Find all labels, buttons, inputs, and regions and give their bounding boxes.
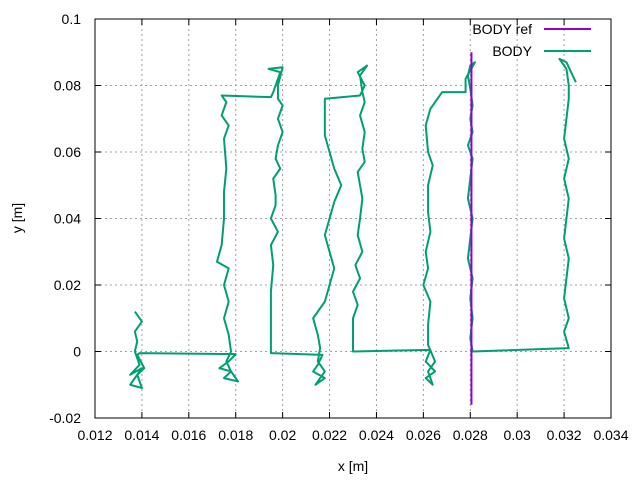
y-tick-label: 0.08 bbox=[54, 78, 81, 94]
y-axis-label: y [m] bbox=[9, 203, 25, 233]
x-tick-label: 0.016 bbox=[171, 427, 206, 443]
y-tick-label: 0.1 bbox=[62, 11, 82, 27]
tick-marks bbox=[94, 18, 612, 419]
y-tick-labels: -0.02 0 0.02 0.04 0.06 0.08 0.1 bbox=[49, 11, 81, 426]
x-tick-label: 0.014 bbox=[124, 427, 159, 443]
x-tick-label: 0.022 bbox=[312, 427, 347, 443]
grid-lines bbox=[95, 19, 611, 418]
x-tick-label: 0.028 bbox=[453, 427, 488, 443]
x-tick-label: 0.034 bbox=[593, 427, 628, 443]
x-tick-label: 0.03 bbox=[504, 427, 531, 443]
x-tick-label: 0.032 bbox=[547, 427, 582, 443]
x-tick-label: 0.012 bbox=[77, 427, 112, 443]
legend-label-body-ref: BODY ref bbox=[472, 21, 532, 37]
y-tick-label: -0.02 bbox=[49, 410, 81, 426]
x-tick-labels: 0.012 0.014 0.016 0.018 0.02 0.022 0.024 0.026 0… bbox=[77, 427, 628, 443]
legend: BODY ref BODY bbox=[472, 21, 591, 59]
series-lines bbox=[129, 52, 577, 405]
y-tick-label: 0.02 bbox=[54, 277, 81, 293]
y-tick-label: 0.04 bbox=[54, 211, 81, 227]
x-tick-label: 0.024 bbox=[359, 427, 394, 443]
x-tick-label: 0.018 bbox=[218, 427, 253, 443]
x-tick-label: 0.026 bbox=[406, 427, 441, 443]
series-line-body bbox=[129, 57, 577, 390]
y-tick-label: 0 bbox=[73, 344, 81, 360]
y-tick-label: 0.06 bbox=[54, 144, 81, 160]
plot-frame bbox=[94, 18, 612, 419]
x-axis-label: x [m] bbox=[338, 458, 368, 474]
legend-label-body: BODY bbox=[492, 43, 532, 59]
x-tick-label: 0.02 bbox=[269, 427, 296, 443]
